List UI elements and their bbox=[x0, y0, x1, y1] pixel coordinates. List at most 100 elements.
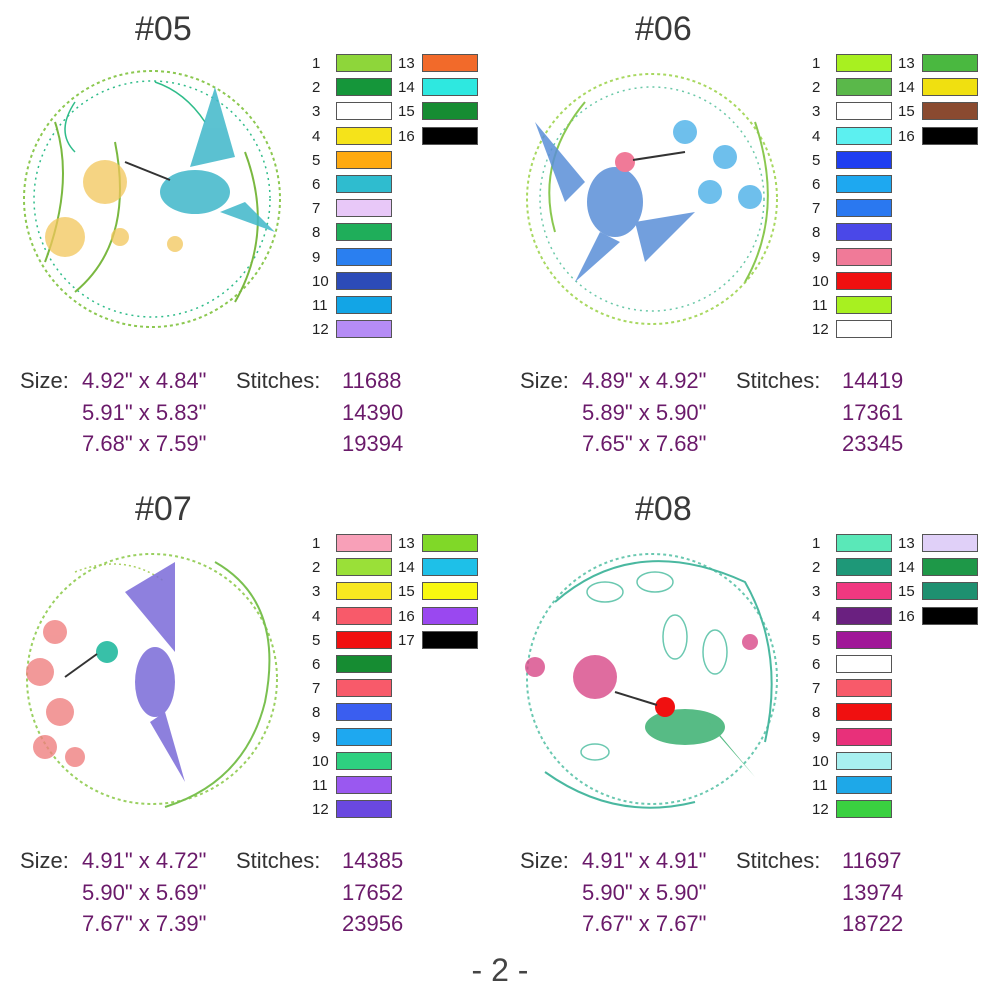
swatch-color bbox=[836, 775, 892, 794]
swatch-color bbox=[922, 126, 978, 145]
swatch-color bbox=[336, 174, 392, 193]
swatch-number: 1 bbox=[312, 535, 321, 552]
swatch-number: 5 bbox=[312, 631, 321, 649]
swatch-color bbox=[836, 54, 892, 72]
swatch-number: 16 bbox=[898, 607, 915, 625]
swatch-color bbox=[336, 271, 392, 290]
swatch-number: 9 bbox=[312, 728, 321, 746]
swatch-number: 9 bbox=[812, 728, 821, 746]
swatch-color bbox=[336, 199, 392, 218]
size-value: 4.91" x 4.91" bbox=[582, 848, 707, 873]
swatch-number: 6 bbox=[312, 655, 321, 673]
swatch-color bbox=[336, 320, 392, 339]
swatch-color bbox=[336, 558, 392, 577]
swatch-color bbox=[336, 606, 392, 625]
swatch-number: 12 bbox=[312, 321, 329, 339]
swatch-number: 14 bbox=[898, 559, 915, 577]
stitch-count: 11688 bbox=[342, 368, 402, 393]
swatch-color bbox=[422, 126, 478, 145]
swatch-color bbox=[836, 102, 892, 121]
swatch-number: 11 bbox=[812, 296, 828, 314]
swatch-color bbox=[836, 654, 892, 673]
swatch-number: 13 bbox=[898, 55, 915, 72]
swatch-color bbox=[422, 582, 478, 601]
swatch-number: 2 bbox=[812, 79, 821, 97]
swatch-color bbox=[336, 223, 392, 242]
swatch-number: 12 bbox=[812, 801, 829, 819]
design-card-06: #06 1 2 3 4 5 6 7 8 9 10 11 12 1 bbox=[500, 0, 1000, 480]
size-value: 4.92" x 4.84" bbox=[82, 368, 207, 393]
swatch-color bbox=[836, 78, 892, 97]
stitch-count: 18722 bbox=[842, 911, 904, 936]
swatch-color bbox=[836, 534, 892, 552]
stitches-label: Stitches: bbox=[236, 368, 321, 393]
swatch-color bbox=[922, 78, 978, 97]
size-label: Size: bbox=[520, 368, 569, 393]
swatch-number: 17 bbox=[398, 631, 415, 649]
swatch-number: 3 bbox=[312, 103, 321, 121]
swatch-number: 2 bbox=[312, 559, 321, 577]
size-value: 7.65" x 7.68" bbox=[582, 431, 707, 456]
swatch-color bbox=[836, 320, 892, 339]
swatch-color bbox=[422, 558, 478, 577]
swatch-color bbox=[422, 534, 478, 552]
swatch-color bbox=[336, 654, 392, 673]
swatch-color bbox=[336, 126, 392, 145]
swatch-number: 9 bbox=[312, 248, 321, 266]
stitch-count: 19394 bbox=[342, 431, 404, 456]
swatch-number: 3 bbox=[812, 103, 821, 121]
size-value: 4.91" x 4.72" bbox=[82, 848, 207, 873]
swatch-color bbox=[422, 630, 478, 649]
swatch-number: 1 bbox=[312, 55, 321, 72]
swatch-number: 8 bbox=[312, 704, 321, 722]
swatch-color bbox=[836, 223, 892, 242]
size-value: 7.68" x 7.59" bbox=[82, 431, 207, 456]
swatch-number: 3 bbox=[312, 583, 321, 601]
swatch-color bbox=[922, 558, 978, 577]
swatch-number: 12 bbox=[812, 321, 829, 339]
swatch-number: 1 bbox=[812, 55, 821, 72]
swatch-color bbox=[922, 534, 978, 552]
size-label: Size: bbox=[20, 368, 69, 393]
stitch-count: 23956 bbox=[342, 911, 404, 936]
swatch-color bbox=[336, 800, 392, 819]
swatch-number: 1 bbox=[812, 535, 821, 552]
swatch-color bbox=[336, 703, 392, 722]
swatch-number: 8 bbox=[812, 224, 821, 242]
swatch-number: 10 bbox=[312, 752, 329, 770]
swatch-number: 10 bbox=[812, 272, 829, 290]
swatch-color bbox=[836, 558, 892, 577]
swatch-color bbox=[836, 295, 892, 314]
stitch-count: 23345 bbox=[842, 431, 904, 456]
stitch-count: 14419 bbox=[842, 368, 904, 393]
swatch-number: 13 bbox=[398, 55, 415, 72]
swatch-number: 7 bbox=[812, 200, 821, 218]
swatch-color bbox=[422, 54, 478, 72]
swatch-number: 15 bbox=[398, 103, 415, 121]
swatch-number: 7 bbox=[812, 680, 821, 698]
stitch-count: 11697 bbox=[842, 848, 902, 873]
swatch-number: 5 bbox=[312, 151, 321, 169]
swatch-color bbox=[836, 582, 892, 601]
swatch-color bbox=[336, 751, 392, 770]
swatch-number: 14 bbox=[898, 79, 915, 97]
embroidery-design-image bbox=[525, 553, 778, 809]
swatch-number: 3 bbox=[812, 583, 821, 601]
size-value: 7.67" x 7.39" bbox=[82, 911, 207, 936]
stitch-count: 14385 bbox=[342, 848, 404, 873]
swatch-number: 5 bbox=[812, 151, 821, 169]
swatch-number: 2 bbox=[312, 79, 321, 97]
swatch-number: 15 bbox=[898, 103, 915, 121]
swatch-color bbox=[922, 102, 978, 121]
swatch-number: 2 bbox=[812, 559, 821, 577]
swatch-color bbox=[336, 727, 392, 746]
size-value: 4.89" x 4.92" bbox=[582, 368, 707, 393]
swatch-color bbox=[336, 630, 392, 649]
swatch-color bbox=[836, 751, 892, 770]
swatch-color bbox=[922, 606, 978, 625]
swatch-color bbox=[336, 247, 392, 266]
swatch-number: 4 bbox=[312, 127, 321, 145]
swatch-number: 11 bbox=[312, 296, 328, 314]
size-value: 5.91" x 5.83" bbox=[82, 399, 207, 425]
swatch-color bbox=[336, 295, 392, 314]
